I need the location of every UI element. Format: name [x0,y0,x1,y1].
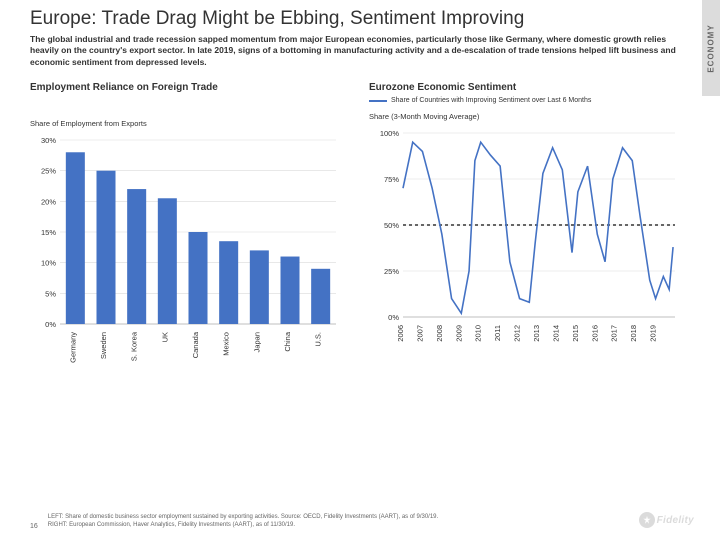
svg-text:100%: 100% [380,129,400,138]
svg-text:25%: 25% [384,267,399,276]
line-chart-svg: 0% 25% 50% 75% 100% 2006 2007 2008 2009 2010 2011 2… [369,127,679,362]
svg-text:0%: 0% [388,313,399,322]
right-chart-subcaption: Share (3-Month Moving Average) [369,112,694,121]
bar [96,171,115,324]
svg-text:2013: 2013 [532,325,541,342]
bar [280,257,299,324]
svg-text:75%: 75% [384,175,399,184]
fidelity-logo: Fidelity [639,512,694,528]
svg-text:20%: 20% [41,198,56,207]
bar [127,189,146,324]
svg-text:2014: 2014 [551,325,560,342]
economy-tab: ECONOMY [702,0,720,96]
page-subtitle: The global industrial and trade recessio… [30,34,694,68]
svg-text:2012: 2012 [513,325,522,342]
svg-text:2009: 2009 [454,325,463,342]
svg-text:5%: 5% [45,290,56,299]
svg-text:Germany: Germany [68,332,77,363]
svg-text:0%: 0% [45,320,56,329]
svg-text:U.S.: U.S. [314,332,323,347]
svg-text:2008: 2008 [435,325,444,342]
bar [188,232,207,324]
svg-text:2017: 2017 [610,325,619,342]
legend-swatch [369,100,387,102]
svg-text:2007: 2007 [415,325,424,342]
svg-text:Japan: Japan [252,332,261,352]
left-chart: Employment Reliance on Foreign Trade Sha… [30,82,355,369]
page-title: Europe: Trade Drag Might be Ebbing, Sent… [30,8,694,30]
svg-text:25%: 25% [41,167,56,176]
svg-text:2006: 2006 [396,325,405,342]
economy-tab-label: ECONOMY [707,24,716,72]
right-chart: Eurozone Economic Sentiment Share of Cou… [369,82,694,369]
bar [311,269,330,324]
svg-text:15%: 15% [41,228,56,237]
page-number: 16 [30,523,38,530]
sentiment-line [403,143,673,314]
logo-mark-icon [639,512,655,528]
footer-text: LEFT: Share of domestic business sector … [48,514,438,530]
svg-text:2010: 2010 [474,325,483,342]
right-chart-legend: Share of Countries with Improving Sentim… [369,97,694,104]
right-chart-title: Eurozone Economic Sentiment [369,82,694,93]
bar-chart-svg: 0% 5% 10% 15% 20% 25% 30% Germany Sweden S. Korea… [30,134,340,369]
bar [66,153,85,325]
svg-text:Sweden: Sweden [99,332,108,359]
svg-text:2015: 2015 [571,325,580,342]
legend-label: Share of Countries with Improving Sentim… [391,97,591,104]
bar [250,251,269,325]
left-chart-title: Employment Reliance on Foreign Trade [30,82,355,93]
bar [158,199,177,325]
footer: 16 LEFT: Share of domestic business sect… [30,514,694,530]
svg-text:S. Korea: S. Korea [130,332,139,362]
header: Europe: Trade Drag Might be Ebbing, Sent… [0,0,720,72]
svg-text:2011: 2011 [493,325,502,341]
svg-text:2019: 2019 [649,325,658,342]
svg-text:Canada: Canada [191,332,200,359]
bar [219,242,238,325]
svg-text:Mexico: Mexico [222,332,231,356]
svg-text:UK: UK [160,332,169,342]
logo-text: Fidelity [657,515,694,526]
svg-text:2018: 2018 [629,325,638,342]
svg-text:30%: 30% [41,136,56,145]
svg-text:50%: 50% [384,221,399,230]
svg-text:2016: 2016 [590,325,599,342]
svg-text:China: China [283,332,292,352]
svg-text:10%: 10% [41,259,56,268]
left-chart-subcaption: Share of Employment from Exports [30,119,355,128]
